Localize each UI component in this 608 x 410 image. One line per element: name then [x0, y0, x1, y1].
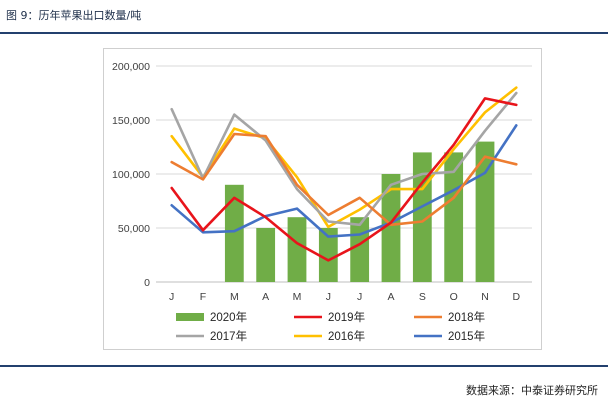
x-tick-label: D: [513, 291, 521, 303]
series-line: [170, 91, 518, 227]
y-tick-label: 150,000: [112, 115, 150, 127]
bar: [287, 217, 307, 282]
bar: [256, 228, 276, 282]
chart-svg: 0 50,000 100,000 150,000 200,000 J F M A M J J A S O N D…: [112, 61, 532, 343]
legend-label: 2019年: [328, 310, 365, 324]
footer-rule: [0, 365, 608, 367]
x-tick-label: M: [293, 291, 302, 303]
figure-title: 图 9：历年苹果出口数量/吨: [6, 9, 142, 22]
series-line: [170, 124, 518, 238]
series-line: [170, 132, 518, 227]
chart-frame: 0 50,000 100,000 150,000 200,000 J F M A M J J A S O N D…: [103, 48, 542, 350]
legend-label: 2017年: [210, 329, 247, 343]
legend-label: 2015年: [448, 329, 485, 343]
x-tick-label: J: [357, 291, 362, 303]
x-tick-label: F: [200, 291, 206, 303]
y-tick-label: 50,000: [118, 223, 150, 235]
legend-label: 2020年: [210, 310, 247, 324]
series-line: [170, 97, 518, 262]
x-tick-label: J: [169, 291, 174, 303]
series-line: [170, 86, 518, 229]
x-tick-label: M: [230, 291, 239, 303]
title-rule: [0, 32, 608, 34]
x-tick-label: N: [481, 291, 489, 303]
bar: [224, 184, 244, 282]
x-tick-label: J: [326, 291, 331, 303]
x-tick-label: O: [450, 291, 458, 303]
bar: [318, 228, 338, 282]
legend-label: 2016年: [328, 329, 365, 343]
bar: [381, 174, 401, 282]
x-tick-label: A: [387, 291, 394, 303]
bar: [350, 217, 370, 282]
legend-label: 2018年: [448, 310, 485, 324]
x-tick-label: A: [262, 291, 269, 303]
y-tick-label: 200,000: [112, 61, 150, 73]
source-note: 数据来源：中泰证券研究所: [466, 384, 598, 397]
y-tick-label: 100,000: [112, 169, 150, 181]
x-tick-label: S: [419, 291, 426, 303]
legend-swatch: [176, 313, 204, 321]
bar: [444, 152, 464, 282]
y-tick-label: 0: [144, 277, 150, 289]
